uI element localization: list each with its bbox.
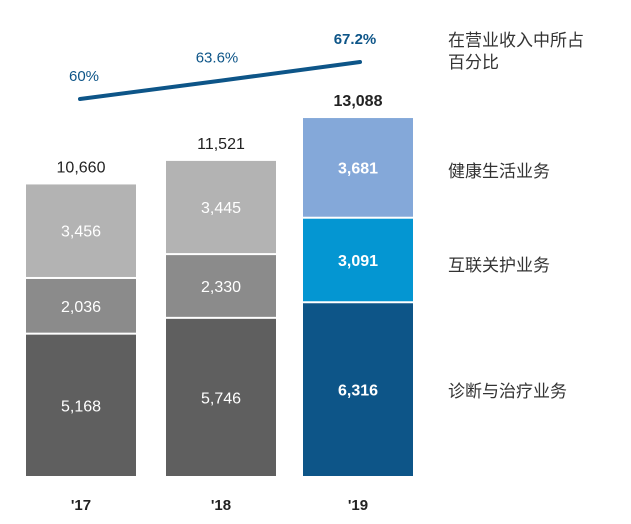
- bar-diagnosis-treatment-1: [166, 318, 276, 476]
- percentage-label-1: 63.6%: [196, 50, 239, 67]
- bar-connected-care-2: [303, 218, 413, 302]
- percentage-label-0: 60%: [69, 68, 99, 85]
- value-label-connected-care-1: 2,330: [201, 279, 241, 296]
- total-label-0: 10,660: [57, 159, 106, 176]
- total-label-1: 11,521: [197, 136, 245, 153]
- value-label-diagnosis-treatment-2: 6,316: [338, 383, 378, 400]
- value-label-diagnosis-treatment-1: 5,746: [201, 390, 241, 407]
- bar-connected-care-0: [26, 278, 136, 333]
- value-label-connected-care-2: 3,091: [338, 253, 378, 270]
- percentage-label-2: 67.2%: [334, 31, 377, 48]
- bar-diagnosis-treatment-2: [303, 303, 413, 476]
- bar-healthy-living-1: [166, 160, 276, 254]
- bar-connected-care-1: [166, 255, 276, 317]
- line-legend-label-line-2: 百分比: [448, 53, 499, 73]
- x-tick-label-2: '19: [348, 497, 368, 514]
- legend-label-diagnosis-treatment: 诊断与治疗业务: [448, 382, 567, 402]
- legend-label-connected-care: 互联关护业务: [448, 256, 550, 276]
- x-tick-label-1: '18: [211, 497, 231, 514]
- line-legend-label-line-1: 在营业收入中所占: [448, 31, 584, 51]
- value-label-connected-care-0: 2,036: [61, 299, 101, 316]
- bar-healthy-living-2: [303, 118, 413, 217]
- bar-healthy-living-0: [26, 184, 136, 277]
- legend-label-healthy-living: 健康生活业务: [448, 162, 550, 182]
- value-label-healthy-living-0: 3,456: [61, 224, 101, 241]
- bar-diagnosis-treatment-0: [26, 334, 136, 476]
- value-label-healthy-living-1: 3,445: [201, 200, 241, 217]
- total-label-2: 13,088: [334, 93, 383, 110]
- x-tick-label-0: '17: [71, 497, 91, 514]
- value-label-healthy-living-2: 3,681: [338, 160, 378, 177]
- percentage-line: [78, 60, 362, 101]
- value-label-diagnosis-treatment-0: 5,168: [61, 398, 101, 415]
